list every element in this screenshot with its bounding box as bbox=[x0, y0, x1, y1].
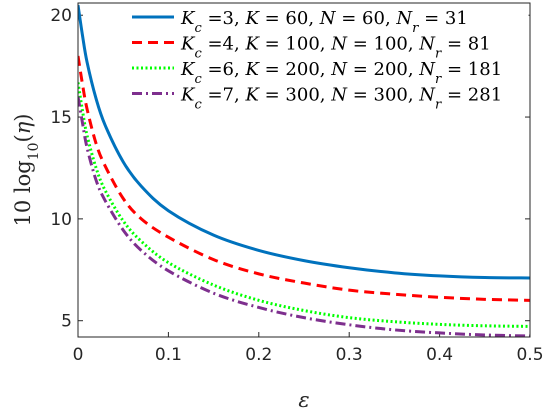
series-lines bbox=[78, 4, 530, 337]
y-tick-label: 10 bbox=[50, 210, 72, 230]
series-line-2 bbox=[78, 55, 530, 302]
legend-box bbox=[127, 3, 529, 113]
y-tick-label: 20 bbox=[50, 6, 72, 26]
x-tick-label: 0.4 bbox=[426, 345, 453, 365]
x-axis-label: ε bbox=[298, 388, 309, 412]
y-axis-label: 10 log10(η) bbox=[11, 113, 42, 226]
series-line-3 bbox=[78, 82, 530, 328]
series-line-4 bbox=[78, 96, 530, 337]
x-tick-label: 0.5 bbox=[516, 345, 543, 365]
axes-box bbox=[77, 2, 531, 338]
x-tick-label: 0.2 bbox=[245, 345, 272, 365]
legend-entry-4: Kc =7, K = 300, N = 300, Nr = 281 bbox=[180, 85, 502, 113]
axis-ticks: 0 0.1 0.2 0.3 0.4 0.5 5 10 15 20 bbox=[50, 3, 544, 365]
x-tick-label: 0 bbox=[73, 345, 84, 365]
y-tick-label: 5 bbox=[61, 312, 72, 332]
series-line-1 bbox=[78, 4, 530, 280]
x-tick-label: 0.1 bbox=[155, 345, 182, 365]
legend-entry-2: Kc =4, K = 100, N = 100, Nr = 81 bbox=[180, 34, 491, 62]
legend-entry-1: Kc =3, K = 60, N = 60, Nr = 31 bbox=[180, 8, 468, 36]
legend-entry-3: Kc =6, K = 200, N = 200, Nr = 181 bbox=[180, 59, 502, 87]
y-tick-label: 15 bbox=[50, 108, 72, 128]
x-tick-label: 0.3 bbox=[336, 345, 363, 365]
